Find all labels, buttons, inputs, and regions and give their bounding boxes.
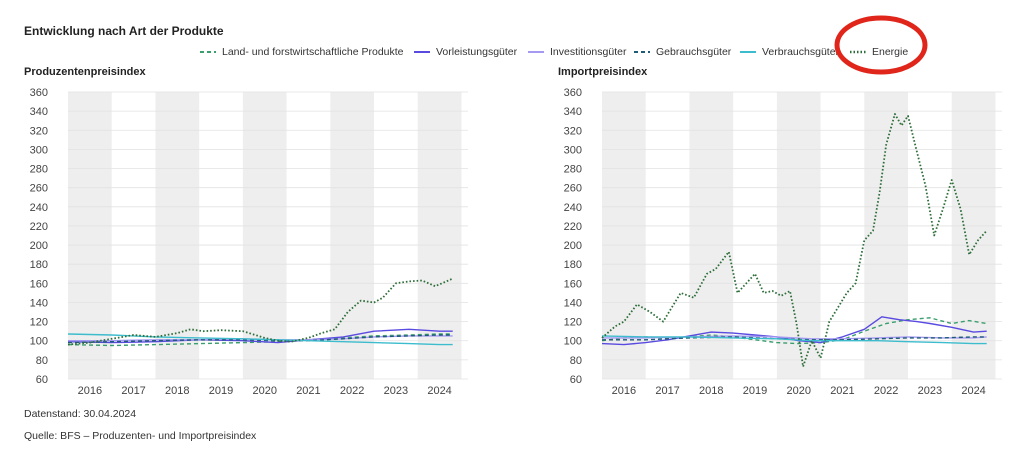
- x-tick-label: 2016: [612, 385, 636, 397]
- x-tick-label: 2016: [78, 385, 102, 397]
- legend-item-energie[interactable]: Energie: [850, 46, 908, 58]
- y-tick-label: 80: [36, 355, 48, 367]
- legend-item-verbrauch[interactable]: Verbrauchsgüter: [740, 46, 839, 58]
- shaded-year-band: [242, 92, 287, 379]
- chart-title: Entwicklung nach Art der Produkte: [24, 24, 224, 38]
- legend-swatch-vorleistung: [414, 51, 430, 54]
- y-tick-label: 280: [564, 164, 582, 176]
- y-tick-label: 340: [564, 106, 582, 118]
- y-tick-label: 140: [564, 297, 582, 309]
- y-tick-label: 300: [30, 144, 48, 156]
- y-tick-label: 260: [564, 183, 582, 195]
- x-tick-label: 2019: [209, 385, 233, 397]
- chart-ppi: 60 80 100 120 140 160 180 200 220 240 260 280 300 320…: [30, 87, 468, 397]
- x-tick-label: 2020: [786, 385, 810, 397]
- x-tick-label: 2024: [961, 385, 985, 397]
- y-tick-label: 360: [30, 87, 48, 99]
- legend-swatch-verbrauch: [740, 51, 756, 54]
- legend-swatch-energie: [850, 51, 866, 54]
- panel-title-ipi: Importpreisindex: [558, 66, 648, 78]
- legend-item-vorleistung[interactable]: Vorleistungsgüter: [414, 46, 517, 58]
- datenstand: Datenstand: 30.04.2024: [24, 408, 137, 420]
- y-tick-label: 200: [30, 240, 48, 252]
- y-tick-label: 60: [36, 374, 48, 386]
- chart-ipi: 60 80 100 120 140 160 180 200 220 240 260 280 300 320…: [564, 87, 1002, 397]
- y-tick-label: 80: [570, 355, 582, 367]
- y-tick-label: 120: [30, 317, 48, 329]
- y-tick-label: 240: [30, 202, 48, 214]
- x-tick-label: 2023: [918, 385, 942, 397]
- y-tick-label: 160: [30, 278, 48, 290]
- shaded-year-band: [602, 92, 646, 379]
- series-line-energie[interactable]: [67, 277, 454, 346]
- y-tick-label: 200: [564, 240, 582, 252]
- shaded-year-band: [68, 92, 112, 379]
- y-tick-label: 220: [564, 221, 582, 233]
- shaded-year-band: [330, 92, 375, 379]
- legend: Land- und forstwirtschaftliche Produkte …: [0, 46, 1024, 60]
- y-tick-label: 180: [564, 259, 582, 271]
- x-tick-label: 2024: [427, 385, 451, 397]
- shaded-year-band: [864, 92, 909, 379]
- shaded-year-band: [689, 92, 734, 379]
- quelle: Quelle: BFS – Produzenten- und Importpre…: [24, 430, 257, 442]
- highlight-circle: [834, 15, 928, 75]
- x-tick-label: 2017: [121, 385, 145, 397]
- y-tick-label: 320: [564, 125, 582, 137]
- series-line-verbrauchsgüter[interactable]: [601, 335, 987, 345]
- panel-title-ppi: Produzentenpreisindex: [24, 66, 146, 78]
- y-tick-label: 260: [30, 183, 48, 195]
- series-line-energie[interactable]: [601, 113, 988, 368]
- shaded-year-band: [951, 92, 996, 379]
- y-tick-label: 300: [564, 144, 582, 156]
- legend-item-gebrauch[interactable]: Gebrauchsgüter: [634, 46, 731, 58]
- x-tick-label: 2018: [699, 385, 723, 397]
- shaded-year-band: [776, 92, 821, 379]
- y-tick-label: 280: [30, 164, 48, 176]
- y-tick-label: 120: [564, 317, 582, 329]
- y-tick-label: 160: [564, 278, 582, 290]
- y-tick-label: 240: [564, 202, 582, 214]
- y-tick-label: 100: [564, 336, 582, 348]
- y-tick-label: 140: [30, 297, 48, 309]
- legend-swatch-agriculture: [200, 51, 216, 54]
- x-tick-label: 2020: [252, 385, 276, 397]
- x-tick-label: 2023: [384, 385, 408, 397]
- x-tick-label: 2018: [165, 385, 189, 397]
- legend-item-agriculture[interactable]: Land- und forstwirtschaftliche Produkte: [200, 46, 404, 58]
- series-line-vorleistungsgüter[interactable]: [601, 316, 987, 346]
- x-tick-label: 2021: [830, 385, 854, 397]
- y-tick-label: 100: [30, 336, 48, 348]
- x-tick-label: 2021: [296, 385, 320, 397]
- series-line-gebrauchsgüter[interactable]: [602, 336, 987, 341]
- y-tick-label: 340: [30, 106, 48, 118]
- y-tick-label: 360: [564, 87, 582, 99]
- legend-swatch-gebrauch: [634, 51, 650, 54]
- legend-swatch-investition: [528, 51, 544, 54]
- y-tick-label: 60: [570, 374, 582, 386]
- y-tick-label: 180: [30, 259, 48, 271]
- x-tick-label: 2017: [655, 385, 679, 397]
- x-tick-label: 2022: [340, 385, 364, 397]
- y-tick-label: 220: [30, 221, 48, 233]
- x-tick-label: 2019: [743, 385, 767, 397]
- y-tick-label: 320: [30, 125, 48, 137]
- shaded-year-band: [155, 92, 200, 379]
- x-tick-label: 2022: [874, 385, 898, 397]
- legend-item-investition[interactable]: Investitionsgüter: [528, 46, 626, 58]
- series-line-verbrauchsgüter[interactable]: [67, 333, 453, 346]
